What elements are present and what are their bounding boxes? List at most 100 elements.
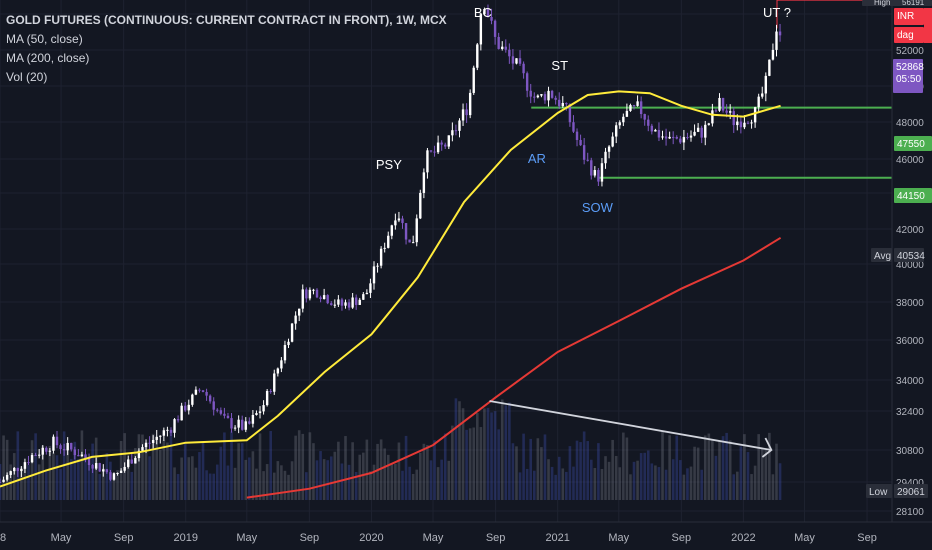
- volume-bar: [130, 471, 134, 500]
- time-axis[interactable]: 18 May Sep 2019 May Sep 2020 May Sep 2021 May Sep 20…: [0, 521, 932, 544]
- candle-body: [123, 466, 126, 471]
- volume-bar: [451, 425, 454, 500]
- candle-body: [607, 146, 611, 152]
- candle-body: [711, 110, 714, 124]
- candle-body: [547, 90, 550, 101]
- candle-body: [376, 265, 379, 267]
- volume-bar: [358, 454, 362, 500]
- ma50-legend[interactable]: MA (50, close): [6, 32, 83, 46]
- volume-bar: [372, 464, 376, 500]
- candle-body: [661, 136, 664, 138]
- candle-body: [768, 59, 771, 76]
- candle-body: [582, 145, 586, 160]
- volume-bar: [654, 465, 657, 500]
- candle-body: [241, 419, 244, 430]
- candle-body: [686, 137, 689, 139]
- low-caption-tag-bg: [866, 484, 892, 498]
- volume-bar: [308, 432, 312, 500]
- symbol-title[interactable]: GOLD FUTURES (CONTINUOUS: CURRENT CONTRA…: [6, 13, 447, 27]
- volume-bar: [614, 456, 618, 500]
- price-tick-label: 36000: [896, 336, 924, 347]
- volume-bar: [589, 459, 593, 500]
- grid-lines: [0, 0, 892, 522]
- candle-body: [230, 418, 233, 429]
- candle-body: [255, 413, 258, 415]
- candle-body: [23, 462, 27, 469]
- ma200-legend[interactable]: MA (200, close): [6, 51, 90, 65]
- volume-bar: [5, 439, 9, 500]
- price-tick-label: 38000: [896, 298, 924, 309]
- volume-bar: [390, 464, 394, 500]
- candle-body: [216, 409, 219, 411]
- volume-bar: [205, 470, 208, 500]
- volume-bar: [16, 431, 20, 500]
- volume-bar: [347, 464, 351, 500]
- volume-bar: [112, 474, 116, 500]
- volume-bar: [483, 408, 486, 500]
- volume-bar: [532, 470, 536, 500]
- volume-bar: [561, 468, 565, 500]
- candle-body: [479, 14, 483, 45]
- volume-bar: [87, 463, 91, 500]
- volume-bar: [269, 431, 273, 500]
- candle-body: [283, 345, 287, 361]
- volume-bar: [543, 434, 547, 500]
- volume-bar: [404, 435, 408, 500]
- candle-body: [454, 130, 458, 132]
- inr-tag-text: INR: [897, 11, 914, 22]
- volume-legend[interactable]: Vol (20): [6, 70, 48, 84]
- volume-bar: [411, 473, 415, 500]
- volume-bar: [718, 441, 721, 500]
- volume-bar: [753, 465, 757, 500]
- volume-bar: [636, 460, 639, 500]
- volume-bar: [500, 399, 504, 500]
- candle-body: [668, 136, 671, 139]
- candle-body: [761, 93, 764, 97]
- volume-bar: [376, 443, 379, 500]
- candle-body: [212, 401, 215, 410]
- candle-body: [629, 105, 632, 111]
- volume-bar: [312, 443, 315, 500]
- volume-bar: [440, 459, 443, 500]
- volume-bar: [693, 446, 696, 500]
- volume-bar: [479, 427, 483, 500]
- candle-body: [775, 31, 778, 50]
- candle-body: [0, 482, 2, 483]
- volume-bar: [429, 460, 433, 500]
- candle-body: [237, 419, 240, 428]
- candle-body: [436, 142, 440, 153]
- volume-bar: [736, 471, 739, 500]
- volume-bar: [251, 451, 255, 500]
- volume-bar: [369, 471, 372, 500]
- last-price-tag-bg: [893, 59, 923, 93]
- candle-body: [554, 97, 557, 100]
- candle-body: [704, 124, 707, 138]
- volume-bar: [59, 469, 62, 500]
- support2-tag-text: 44150: [897, 191, 925, 202]
- time-tick-label: 2020: [359, 532, 383, 544]
- candle-body: [319, 297, 322, 300]
- candle-body: [707, 123, 711, 125]
- volume-bar: [682, 474, 686, 500]
- candle-body: [369, 283, 372, 293]
- annotation-ut: UT ?: [763, 5, 791, 20]
- volume-bar: [176, 474, 180, 500]
- candle-body: [347, 302, 351, 308]
- volume-bar: [771, 474, 775, 500]
- price-tick-label: 32400: [896, 407, 924, 418]
- candle-body: [305, 289, 308, 299]
- volume-bar: [337, 441, 340, 500]
- annotation-st: ST: [551, 58, 568, 73]
- volume-bar: [365, 439, 369, 500]
- candle-body: [639, 101, 643, 115]
- candle-body: [753, 107, 757, 123]
- price-tick-label: 28100: [896, 507, 924, 518]
- volume-bar: [746, 452, 750, 500]
- candle-body: [579, 139, 582, 146]
- volume-bar: [422, 443, 426, 500]
- avg-caption-tag-text: Avg: [874, 251, 891, 262]
- volume-bar: [525, 468, 529, 500]
- candle-body: [290, 323, 294, 342]
- candle-body: [483, 9, 486, 15]
